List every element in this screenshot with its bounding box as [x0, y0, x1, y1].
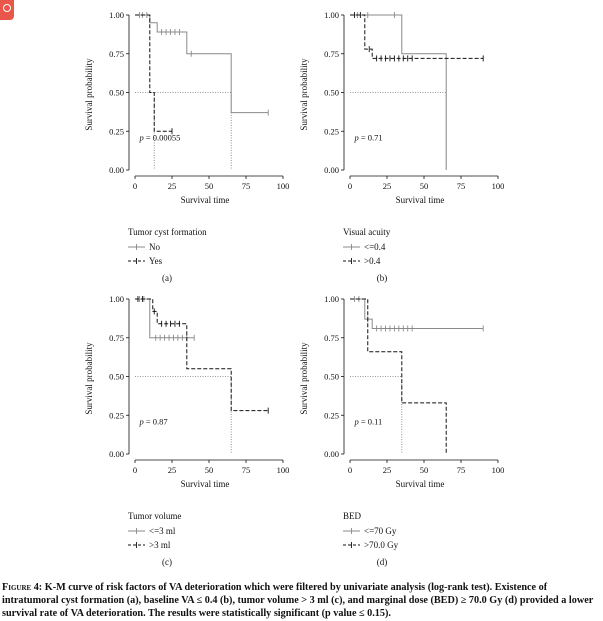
y-axis-label: Survival probability [84, 342, 94, 415]
x-tick-label: 100 [492, 465, 505, 475]
x-tick-label: 100 [492, 181, 505, 191]
x-tick-label: 25 [383, 465, 392, 475]
x-tick-label: 100 [277, 181, 290, 191]
x-axis-label: Survival time [396, 479, 445, 489]
y-axis-label: Survival probability [84, 58, 94, 131]
y-tick-label: 1.00 [324, 10, 339, 20]
p-value-label: p = 0.71 [353, 133, 382, 143]
x-tick-label: 0 [133, 465, 137, 475]
x-tick-label: 100 [277, 465, 290, 475]
x-axis-label: Survival time [396, 195, 445, 205]
p-value-label: p = 0.87 [138, 417, 167, 427]
legend-title: Tumor volume [128, 511, 181, 521]
y-tick-label: 0.25 [109, 410, 124, 420]
x-tick-label: 50 [205, 465, 214, 475]
x-tick-label: 50 [205, 181, 214, 191]
x-tick-label: 75 [242, 181, 251, 191]
p-value-label: p = 0.11 [353, 417, 382, 427]
panel-label: (d) [377, 557, 388, 567]
y-tick-label: 0.25 [109, 126, 124, 136]
x-tick-label: 75 [242, 465, 251, 475]
caption-label: Figure 4: K-M curve of risk factors of V… [2, 582, 594, 619]
x-tick-label: 75 [457, 465, 466, 475]
survival-curve-2 [350, 298, 447, 454]
legend-title: BED [343, 511, 362, 521]
km-panel-2: 0.00 0.25 0.50 0.75 1.00 0 25 50 75 100 Survival t… [299, 10, 504, 283]
legend-entry-1: No [149, 242, 160, 252]
y-tick-label: 0.75 [324, 333, 339, 343]
legend-entry-1: <=0.4 [364, 242, 386, 252]
legend-title: Visual acuity [343, 227, 391, 237]
y-axis-label: Survival probability [299, 58, 309, 131]
y-tick-label: 1.00 [324, 294, 339, 304]
survival-curve-2 [135, 14, 172, 132]
legend-entry-1: <=70 Gy [364, 526, 397, 536]
survival-curve-1 [350, 14, 447, 170]
y-tick-label: 0.00 [324, 165, 339, 175]
survival-curve-2 [350, 14, 484, 59]
y-tick-label: 0.00 [109, 449, 124, 459]
panel-label: (a) [162, 273, 172, 283]
km-figure: 0.00 0.25 0.50 0.75 1.00 0 25 50 75 100 Survival t… [84, 10, 504, 567]
legend-entry-2: >3 ml [149, 540, 171, 550]
x-tick-label: 0 [348, 465, 352, 475]
legend-entry-2: >70.0 Gy [364, 540, 399, 550]
y-tick-label: 0.50 [324, 372, 339, 382]
y-tick-label: 0.00 [109, 165, 124, 175]
legend-entry-1: <=3 ml [149, 526, 176, 536]
figure-caption: Figure 4: K-M curve of risk factors of V… [2, 581, 599, 620]
survival-curve-1 [135, 298, 195, 339]
x-tick-label: 0 [133, 181, 137, 191]
survival-curve-1 [350, 298, 484, 329]
y-tick-label: 0.50 [324, 88, 339, 98]
y-tick-label: 0.25 [324, 126, 339, 136]
km-panel-1: 0.00 0.25 0.50 0.75 1.00 0 25 50 75 100 Survival t… [84, 10, 289, 283]
x-tick-label: 50 [420, 465, 429, 475]
legend-entry-2: >0.4 [364, 256, 381, 266]
panel-label: (c) [162, 557, 172, 567]
y-tick-label: 1.00 [109, 294, 124, 304]
x-axis-label: Survival time [181, 195, 230, 205]
p-value-label: p = 0.00055 [138, 133, 180, 143]
y-axis-label: Survival probability [299, 342, 309, 415]
y-tick-label: 0.50 [109, 372, 124, 382]
y-tick-label: 0.00 [324, 449, 339, 459]
km-panel-4: 0.00 0.25 0.50 0.75 1.00 0 25 50 75 100 Survival t… [299, 294, 504, 567]
panel-label: (b) [377, 273, 388, 283]
search-badge-icon [0, 0, 14, 20]
y-tick-label: 0.75 [324, 49, 339, 59]
x-axis-label: Survival time [181, 479, 230, 489]
survival-curve-2 [135, 298, 269, 412]
x-tick-label: 25 [383, 181, 392, 191]
x-tick-label: 50 [420, 181, 429, 191]
y-tick-label: 1.00 [109, 10, 124, 20]
survival-curve-1 [135, 14, 269, 114]
y-tick-label: 0.75 [109, 49, 124, 59]
caption-text: K-M curve of risk factors of VA deterior… [2, 582, 594, 619]
x-tick-label: 0 [348, 181, 352, 191]
y-tick-label: 0.75 [109, 333, 124, 343]
legend-entry-2: Yes [149, 256, 163, 266]
x-tick-label: 25 [168, 465, 177, 475]
y-tick-label: 0.25 [324, 410, 339, 420]
y-tick-label: 0.50 [109, 88, 124, 98]
x-tick-label: 75 [457, 181, 466, 191]
x-tick-label: 25 [168, 181, 177, 191]
km-panel-3: 0.00 0.25 0.50 0.75 1.00 0 25 50 75 100 Survival t… [84, 294, 289, 567]
legend-title: Tumor cyst formation [128, 227, 207, 237]
